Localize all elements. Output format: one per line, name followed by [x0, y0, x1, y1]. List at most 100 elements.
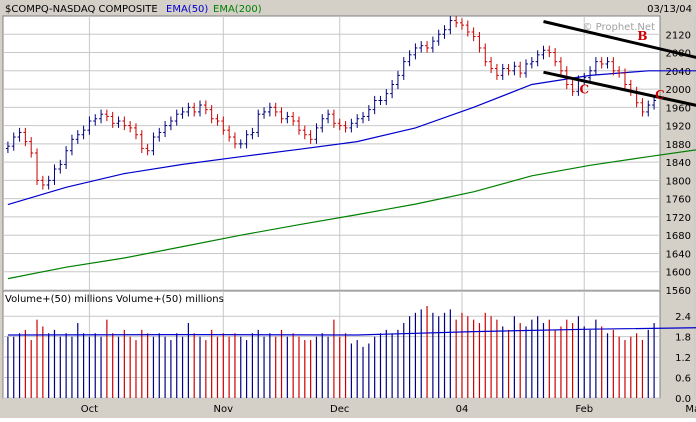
ohlc-bar [291, 111, 296, 126]
ohlc-bar [483, 43, 488, 67]
ohlc-bar [40, 175, 45, 190]
ohlc-bar [163, 121, 168, 138]
ohlc-bar [355, 114, 360, 128]
x-axis: Oct Nov Dec 04 Feb Mar [81, 404, 696, 415]
ohlc-bar [52, 164, 57, 185]
ohlc-bar [69, 134, 74, 156]
ohlc-bar [390, 79, 395, 99]
ohlc-bar [17, 127, 22, 142]
ohlc-bar [442, 25, 447, 39]
ohlc-bar [87, 116, 92, 135]
ohlc-bar [23, 127, 28, 147]
x-tick-label: Nov [214, 404, 234, 415]
ohlc-bar [192, 102, 197, 117]
ohlc-bar [343, 121, 348, 133]
ohlc-bar [553, 47, 558, 67]
ohlc-bar [250, 127, 255, 140]
x-tick-label: Mar [685, 404, 696, 415]
volume-tick-label: 0.0 [675, 394, 691, 405]
ohlc-bar [401, 57, 406, 80]
ohlc-bar [5, 141, 10, 153]
ohlc-bar [640, 98, 645, 117]
ohlc-bar [238, 139, 243, 149]
ohlc-bar [110, 111, 115, 128]
trendlines [543, 20, 696, 107]
ohlc-bar [232, 132, 237, 149]
ohlc-bar [93, 114, 98, 126]
annotation-label: C [579, 83, 589, 97]
ohlc-bar [244, 130, 249, 149]
ohlc-bar [99, 109, 104, 124]
ohlc-bar [448, 16, 453, 35]
watermark: © Prophet.Net [582, 22, 655, 33]
ohlc-bar [145, 143, 150, 156]
ohlc-bar [279, 107, 284, 124]
ohlc-bar [588, 66, 593, 83]
ohlc-bar [454, 16, 459, 28]
ohlc-bar [285, 111, 290, 124]
price-tick-label: 2120 [666, 30, 691, 41]
ohlc-bar [529, 57, 534, 69]
ohlc-bar [139, 130, 144, 153]
ema50-legend: EMA(50) [166, 4, 208, 15]
annotation-label: C [655, 88, 665, 102]
ohlc-bar [198, 100, 203, 117]
date-label: 03/13/04 [647, 4, 692, 15]
price-tick-label: 2040 [666, 67, 691, 78]
ohlc-bar [273, 102, 278, 117]
ohlc-bar [296, 116, 301, 135]
ohlc-bar [29, 137, 34, 158]
ohlc-bar [599, 57, 604, 69]
ohlc-bar [267, 102, 272, 117]
ohlc-bar [617, 66, 622, 78]
volume-average-line [7, 327, 696, 336]
ohlc-bar [168, 116, 173, 131]
ohlc-bar [174, 109, 179, 126]
ohlc-bar [186, 102, 191, 117]
ohlc-bar [605, 57, 610, 69]
price-tick-label: 1960 [666, 103, 691, 114]
ohlc-bar [465, 20, 470, 37]
volume-legend-1: Volume+(50) millions [5, 294, 113, 305]
ohlc-bar [331, 109, 336, 128]
ohlc-bar [320, 114, 325, 133]
ohlc-bar [46, 175, 51, 190]
price-tick-label: 1880 [666, 140, 691, 151]
ohlc-bar [314, 123, 319, 144]
trendline [543, 70, 696, 107]
ema200-line [7, 149, 696, 280]
ohlc-bar [58, 159, 63, 174]
ohlc-bar [128, 121, 133, 133]
price-tick-label: 1560 [666, 286, 691, 297]
ohlc-bar [215, 114, 220, 126]
volume-tick-label: 1.2 [675, 353, 691, 364]
ohlc-bar [361, 111, 366, 124]
ohlc-bar [151, 132, 156, 156]
ohlc-bar [547, 45, 552, 58]
ohlc-bar [227, 125, 232, 142]
volume-tick-label: 2.4 [675, 312, 691, 323]
ohlc-bar [477, 31, 482, 53]
price-grid [3, 16, 696, 291]
ohlc-bar [256, 109, 261, 138]
ema200-series [7, 149, 696, 280]
volume-bars [7, 306, 655, 398]
ohlc-bar [372, 95, 377, 115]
x-tick-label: Dec [330, 404, 349, 415]
ohlc-bar [180, 107, 185, 119]
ohlc-bar [395, 70, 400, 90]
ohlc-bar [494, 63, 499, 80]
symbol-label: $COMPQ-NASDAQ COMPOSITE [5, 4, 158, 15]
volume-y-axis: 0.0 0.6 1.2 1.8 2.4 [675, 312, 691, 405]
ohlc-bar [500, 63, 505, 80]
ohlc-bar [419, 41, 424, 53]
ohlc-bar [122, 116, 127, 131]
ohlc-bars [5, 16, 657, 190]
price-plot-area [2, 15, 661, 291]
ohlc-bar [203, 100, 208, 115]
price-tick-label: 1680 [666, 231, 691, 242]
ohlc-bar [366, 105, 371, 122]
ohlc-bar [646, 100, 651, 117]
x-tick-label: 04 [456, 404, 469, 415]
